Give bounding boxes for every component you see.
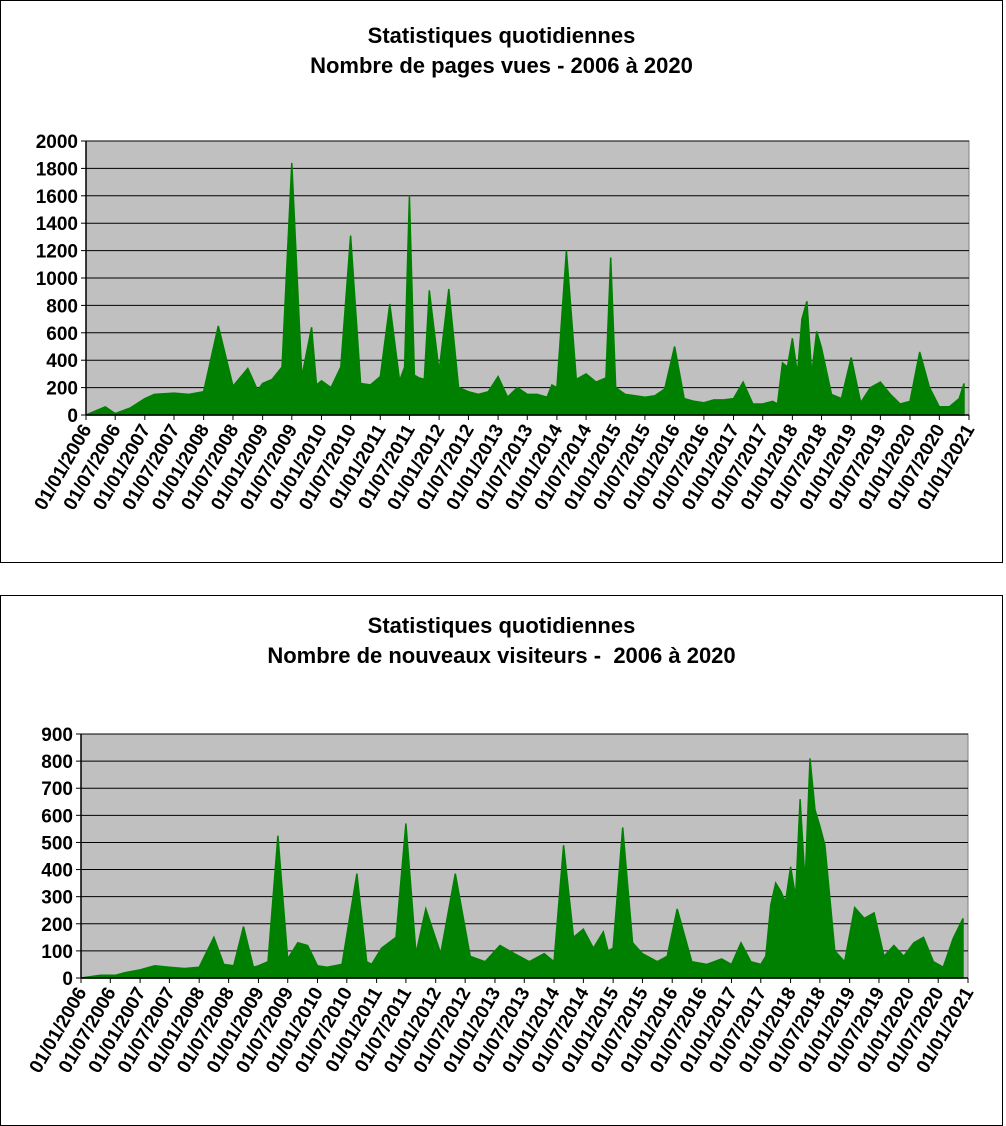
y-tick-label: 1000 (36, 269, 78, 290)
series-area (85, 162, 965, 416)
y-tick-label: 2000 (36, 132, 78, 153)
y-tick-label: 200 (41, 915, 73, 936)
chart-panel-new-visitors: Statistiques quotidiennes Nombre de nouv… (0, 595, 1003, 1126)
chart-subtitle: Nombre de pages vues - 2006 à 2020 (310, 53, 693, 78)
y-tick-label: 600 (41, 806, 73, 827)
y-tick-label: 300 (41, 888, 73, 909)
y-tick-label: 900 (41, 725, 73, 746)
y-tick-label: 400 (46, 351, 78, 372)
y-tick-label: 100 (41, 942, 73, 963)
y-tick-label: 1800 (36, 159, 78, 180)
y-tick-label: 700 (41, 779, 73, 800)
y-tick-label: 400 (41, 861, 73, 882)
chart-title-block: Statistiques quotidiennes Nombre de nouv… (1, 611, 1002, 671)
series-area (80, 758, 964, 979)
y-tick-label: 800 (41, 752, 73, 773)
y-tick-label: 0 (62, 969, 73, 990)
chart-title-block: Statistiques quotidiennes Nombre de page… (1, 21, 1002, 81)
y-tick-label: 200 (46, 379, 78, 400)
y-tick-label: 500 (41, 833, 73, 854)
chart-panel-page-views: Statistiques quotidiennes Nombre de page… (0, 0, 1003, 563)
chart-subtitle: Nombre de nouveaux visiteurs - 2006 à 20… (267, 643, 736, 668)
y-tick-label: 1600 (36, 187, 78, 208)
chart-title: Statistiques quotidiennes (367, 613, 636, 638)
y-tick-label: 1200 (36, 242, 78, 263)
chart-title: Statistiques quotidiennes (367, 23, 636, 48)
y-tick-label: 800 (46, 296, 78, 317)
y-tick-label: 600 (46, 324, 78, 345)
page-views-chart: 020040060080010001200140016001800200001/… (31, 132, 980, 514)
new-visitors-chart: 010020030040050060070080090001/01/200601… (26, 725, 979, 1077)
y-tick-label: 0 (67, 406, 78, 427)
y-tick-label: 1400 (36, 214, 78, 235)
